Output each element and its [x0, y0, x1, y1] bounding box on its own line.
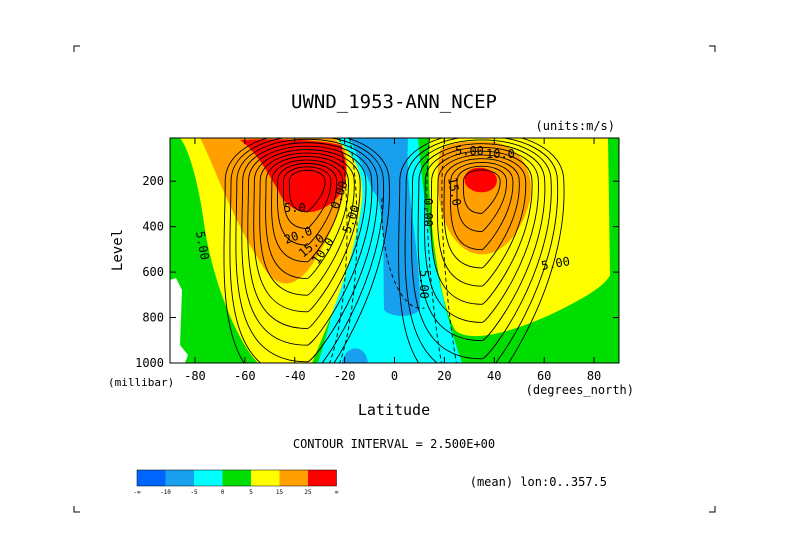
x-tick-label: 60 [537, 369, 551, 383]
contour-line [282, 166, 332, 229]
y-axis-label: Level [110, 229, 126, 271]
contour-lines [223, 138, 565, 363]
footer-note: (mean) lon:0..357.5 [470, 475, 607, 489]
contour-interval: CONTOUR INTERVAL = 2.500E+00 [293, 437, 495, 451]
contour-line [229, 138, 384, 363]
x-tick-label: -20 [334, 369, 356, 383]
units-label: (units:m/s) [536, 119, 615, 133]
contour-line [247, 145, 367, 329]
contour-line [259, 152, 355, 296]
contour-line [411, 139, 552, 360]
contour-label: 5.00 [455, 144, 484, 158]
x-tick-label: 0 [391, 369, 398, 383]
contour-line [462, 169, 501, 214]
contour-line [265, 156, 349, 279]
band-neg10-neg5 [350, 138, 420, 316]
contour-line [277, 163, 338, 246]
x-tick-label: 80 [587, 369, 601, 383]
missing-region [170, 278, 188, 363]
contour-label: 10.0 [486, 147, 515, 161]
colorbar-tick-label: ∞ [335, 489, 339, 496]
colorbar-tick-label: -∞ [133, 489, 141, 496]
contour-label: 15.0 [445, 176, 464, 207]
contour-line [430, 150, 533, 305]
contour-line [424, 147, 539, 323]
contour-line [398, 138, 565, 363]
colorbar-tick-label: 15 [276, 489, 284, 496]
contour-line [288, 169, 326, 213]
contour-line [271, 159, 343, 263]
x-tick-label: -60 [234, 369, 256, 383]
contour-line [450, 162, 514, 251]
contour-line [235, 138, 378, 363]
x-axis-label: Latitude [358, 401, 430, 419]
contour-label: 5.0 [284, 201, 306, 215]
filled-contours [170, 138, 619, 363]
colorbar-swatch [308, 470, 337, 486]
x-tick-label: 20 [437, 369, 451, 383]
colorbar-swatch [279, 470, 308, 486]
contour-label: 5.00 [193, 230, 212, 261]
contour-line [404, 138, 558, 363]
contour-line-negative [339, 138, 442, 363]
contour-line [443, 158, 520, 269]
contour-line [437, 154, 527, 287]
contour-line [223, 138, 390, 363]
y-tick-label: 1000 [135, 356, 164, 370]
chart-title: UWND_1953-ANN_NCEP [291, 91, 497, 113]
colorbar-tick-label: 0 [221, 489, 225, 496]
contour-line [456, 165, 507, 232]
band-neg10-neg5-bottom [342, 348, 368, 363]
crop-marks [73, 45, 716, 513]
contour-label: 5.00 [540, 254, 571, 273]
colorbar-tick-label: -5 [190, 489, 198, 496]
contour-line-negative [381, 197, 425, 309]
x-axis: -80 -60 -40 -20 0 20 40 60 80 [184, 138, 601, 383]
contour-line-negative [329, 138, 457, 363]
y-tick-label: 200 [142, 174, 164, 188]
colorbar-swatch [137, 470, 166, 486]
colorbar-tick-label: 5 [249, 489, 253, 496]
y-tick-label: 800 [142, 311, 164, 325]
nh-jet-red [464, 167, 497, 193]
x-axis-unit: (degrees_north) [526, 383, 634, 397]
contour-label: 0.00 [421, 198, 435, 227]
colorbar-tick-label: -10 [160, 489, 171, 496]
colorbar-swatch [251, 470, 280, 486]
y-axis: 200 400 600 800 1000 [135, 174, 619, 370]
colorbar-swatch [165, 470, 194, 486]
x-tick-label: -80 [184, 369, 206, 383]
colorbar-swatch [194, 470, 223, 486]
x-tick-label: -40 [284, 369, 306, 383]
y-tick-label: 600 [142, 265, 164, 279]
contour-line [253, 149, 361, 313]
y-tick-label: 400 [142, 220, 164, 234]
contour-label: 5.00 [417, 270, 431, 299]
x-tick-label: 40 [487, 369, 501, 383]
contour-line [417, 143, 546, 342]
colorbar-frame [136, 469, 337, 487]
colorbar-tick-label: 25 [304, 489, 312, 496]
colorbar: -∞ -10 -5 0 5 15 25 ∞ [133, 469, 339, 496]
y-axis-unit: (millibar) [108, 376, 174, 389]
colorbar-swatch [222, 470, 251, 486]
